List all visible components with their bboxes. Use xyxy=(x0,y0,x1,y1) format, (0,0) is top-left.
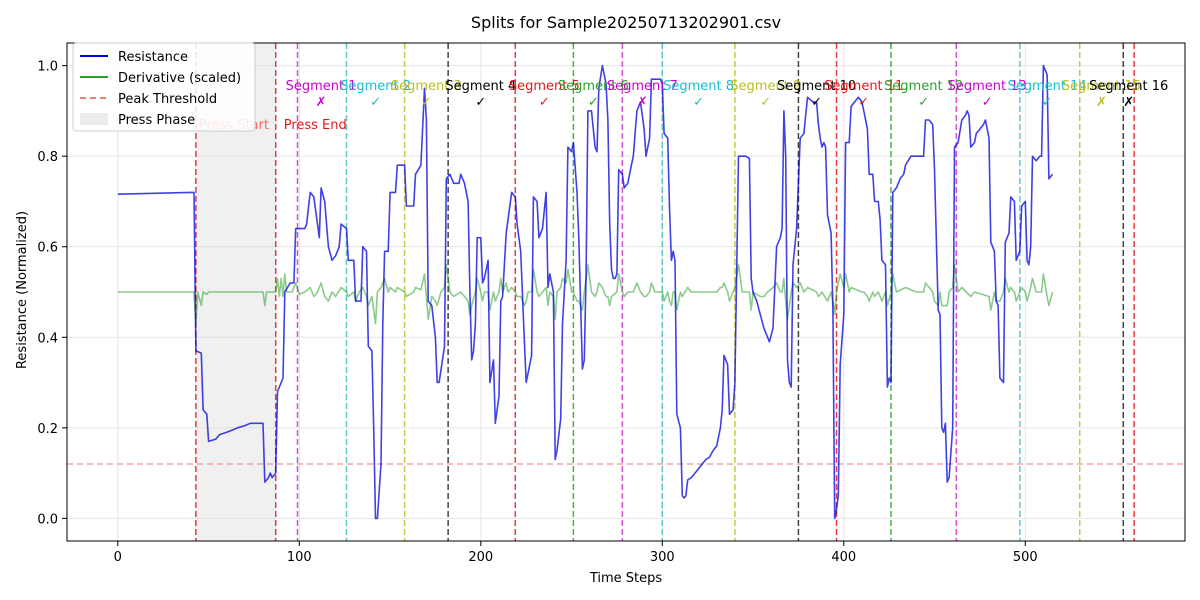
segment-status-mark: ✗ xyxy=(316,95,327,110)
x-tick-label: 500 xyxy=(1013,550,1038,565)
legend-label: Press Phase xyxy=(118,113,195,128)
segment-status-mark: ✗ xyxy=(1123,95,1134,110)
segment-status-mark: ✓ xyxy=(760,95,771,110)
segment-status-mark: ✓ xyxy=(918,95,929,110)
legend-swatch-press-phase xyxy=(80,113,108,125)
y-tick-label: 1.0 xyxy=(37,60,58,75)
x-tick-label: 300 xyxy=(650,550,675,565)
y-tick-label: 0.0 xyxy=(37,512,58,527)
segment-label: Segment 14 xyxy=(1007,79,1086,94)
x-tick-label: 100 xyxy=(287,550,312,565)
x-axis-label: Time Steps xyxy=(589,571,663,586)
segment-label: Segment 11 xyxy=(824,79,903,94)
plot-frame xyxy=(66,42,1186,542)
legend-label: Peak Threshold xyxy=(118,92,217,107)
segment-label: Segment 6 xyxy=(558,79,629,94)
press-end-label: Press End xyxy=(284,118,347,133)
segment-status-mark: ✓ xyxy=(811,95,822,110)
segment-status-mark: ✓ xyxy=(421,95,432,110)
segment-label: Segment 1 xyxy=(286,79,357,94)
segment-label: Segment 3 xyxy=(391,79,462,94)
segment-label: Segment 8 xyxy=(663,79,734,94)
y-tick-label: 0.4 xyxy=(37,331,58,346)
x-tick-label: 200 xyxy=(468,550,493,565)
segment-status-mark: ✓ xyxy=(588,95,599,110)
x-tick-label: 400 xyxy=(831,550,856,565)
resistance-series-line xyxy=(117,64,1054,520)
segment-label: Segment 9 xyxy=(730,79,801,94)
segment-status-mark: ✓ xyxy=(982,95,993,110)
legend-label: Resistance xyxy=(118,50,188,65)
segment-label: Segment 12 xyxy=(884,79,963,94)
segment-label: Segment 2 xyxy=(340,79,411,94)
legend-label: Derivative (scaled) xyxy=(118,71,241,86)
segment-label: Segment 4 xyxy=(445,79,516,94)
segment-label: Segment 10 xyxy=(777,79,856,94)
chart-title: Splits for Sample20250713202901.csv xyxy=(471,13,781,32)
segment-label: Segment 16 xyxy=(1089,79,1168,94)
segment-label: Segment 7 xyxy=(607,79,678,94)
legend: Resistance Derivative (scaled) Peak Thresh… xyxy=(72,42,256,132)
y-axis-label: Resistance (Normalized) xyxy=(15,211,30,369)
segment-status-mark: ✓ xyxy=(1042,95,1053,110)
segment-status-mark: ✓ xyxy=(539,95,550,110)
y-tick-label: 0.6 xyxy=(37,241,58,256)
segment-status-mark: ✓ xyxy=(370,95,381,110)
y-tick-label: 0.2 xyxy=(37,422,58,437)
x-tick-label: 0 xyxy=(114,550,122,565)
y-tick-label: 0.8 xyxy=(37,150,58,165)
segment-status-mark: ✗ xyxy=(637,95,648,110)
legend-box xyxy=(72,42,256,132)
segment-labels: Segment 1✗Segment 2✓Segment 3✓Segment 4✓… xyxy=(286,79,1169,110)
segment-label: Segment 13 xyxy=(948,79,1027,94)
segment-status-mark: ✓ xyxy=(693,95,704,110)
segment-status-mark: ✓ xyxy=(475,95,486,110)
segment-status-mark: ✓ xyxy=(858,95,869,110)
series-layer xyxy=(117,64,1054,520)
segment-status-mark: ✗ xyxy=(1096,95,1107,110)
segment-label: Segment 15 xyxy=(1062,79,1141,94)
segment-label: Segment 5 xyxy=(509,79,580,94)
axes: 0 100 200 300 400 500 0.0 0.2 0.4 0.6 0.8 1.0 xyxy=(37,42,1186,565)
